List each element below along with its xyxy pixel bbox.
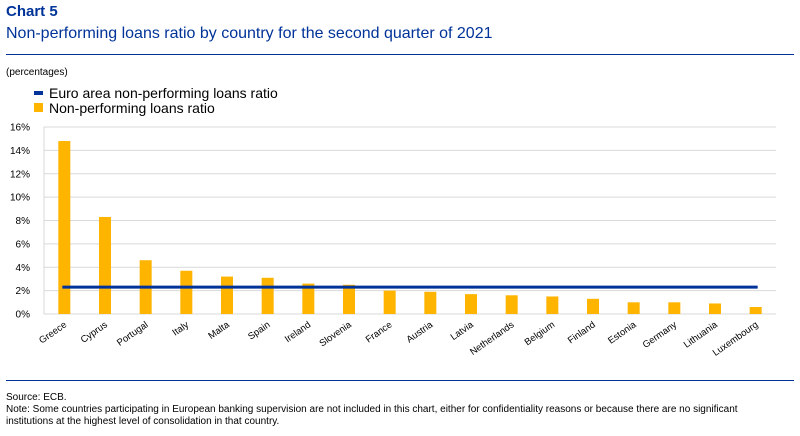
- y-tick-label: 0%: [16, 310, 31, 321]
- legend: Euro area non-performing loans ratio Non…: [34, 84, 278, 116]
- x-tick-label: Greece: [37, 319, 69, 346]
- bar-spain: [261, 277, 274, 314]
- legend-item-euro-area: Euro area non-performing loans ratio: [34, 84, 278, 101]
- units-label: (percentages): [6, 67, 68, 78]
- x-tick-label: Luxembourg: [711, 319, 761, 358]
- x-tick-label: Latvia: [449, 319, 477, 343]
- bar-cyprus: [99, 216, 111, 314]
- y-tick-label: 4%: [16, 263, 31, 274]
- x-tick-label: Italy: [170, 319, 191, 338]
- bars: [58, 141, 762, 314]
- y-tick-label: 14%: [10, 146, 30, 157]
- x-tick-label: Germany: [641, 319, 680, 351]
- bar-belgium: [546, 296, 559, 314]
- x-tick-label: France: [364, 319, 395, 345]
- y-tick-label: 2%: [16, 286, 31, 297]
- bar-ireland: [302, 283, 315, 314]
- note-text: Note: Some countries participating in Eu…: [6, 404, 738, 427]
- x-tick-label: Cyprus: [79, 319, 110, 345]
- x-tick-label: Belgium: [523, 319, 557, 348]
- x-tick-label: Spain: [246, 319, 272, 342]
- bar-malta: [221, 276, 233, 314]
- bottom-divider: [6, 380, 794, 381]
- bar-austria: [424, 291, 437, 314]
- y-axis-ticks: 0% 2% 4% 6% 8% 10% 12% 14% 16%: [10, 123, 30, 321]
- x-tick-label: Portugal: [115, 319, 150, 348]
- bar-latvia: [465, 294, 477, 314]
- source-text: Source: ECB.: [6, 392, 67, 403]
- bar-italy: [180, 270, 193, 314]
- y-tick-label: 12%: [10, 169, 30, 180]
- bar-finland: [587, 298, 599, 314]
- bar-greece: [58, 141, 71, 314]
- y-tick-label: 16%: [10, 123, 30, 134]
- y-tick-label: 8%: [16, 216, 31, 227]
- x-tick-label: Ireland: [283, 319, 313, 345]
- chart-title: Non-performing loans ratio by country fo…: [6, 25, 493, 42]
- x-tick-label: Slovenia: [318, 319, 355, 349]
- chart-label: Chart 5: [6, 3, 58, 20]
- gridlines: [43, 126, 776, 315]
- x-tick-label: Estonia: [606, 319, 639, 347]
- legend-item-npl-ratio: Non-performing loans ratio: [34, 99, 278, 116]
- bar-slovenia: [343, 284, 355, 314]
- legend-label-euro-area: Euro area non-performing loans ratio: [49, 84, 278, 101]
- x-tick-label: Lithuania: [682, 319, 720, 351]
- legend-bar-swatch: [34, 103, 43, 112]
- legend-line-swatch: [34, 90, 43, 95]
- x-tick-label: Netherlands: [468, 319, 516, 358]
- y-tick-label: 6%: [16, 239, 31, 250]
- chart-plot: 0% 2% 4% 6% 8% 10% 12% 14% 16% Greece Cyprus Portu…: [10, 123, 776, 359]
- bar-luxembourg: [749, 306, 762, 314]
- x-axis-ticks: Greece Cyprus Portugal Italy Malta Spain Irela…: [37, 319, 760, 359]
- bar-germany: [668, 302, 681, 314]
- bar-estonia: [627, 302, 640, 314]
- legend-label-npl-ratio: Non-performing loans ratio: [49, 99, 215, 116]
- bar-lithuania: [709, 303, 721, 314]
- x-tick-label: Austria: [405, 319, 436, 345]
- top-divider: [6, 54, 794, 55]
- bar-france: [383, 290, 396, 314]
- y-tick-label: 10%: [10, 193, 30, 204]
- x-tick-label: Finland: [566, 319, 598, 346]
- x-tick-label: Malta: [206, 319, 232, 342]
- bar-netherlands: [505, 295, 518, 314]
